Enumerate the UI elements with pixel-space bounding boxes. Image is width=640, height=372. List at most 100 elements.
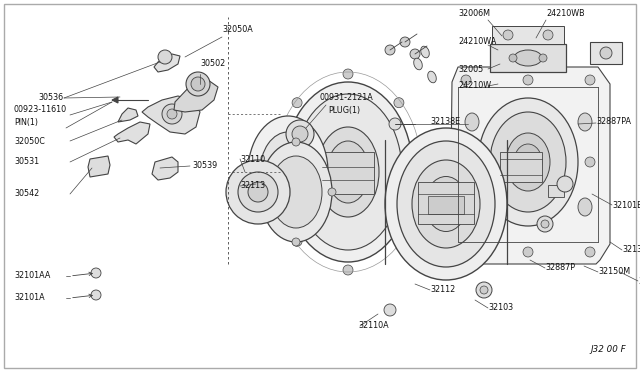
Text: 32005: 32005	[458, 64, 483, 74]
Circle shape	[226, 160, 290, 224]
Bar	[490, 44, 566, 72]
Text: 24210WB: 24210WB	[546, 10, 584, 19]
Text: 32050C: 32050C	[14, 137, 45, 145]
Text: 32887P: 32887P	[545, 263, 575, 273]
Bar	[418, 182, 474, 224]
Ellipse shape	[248, 116, 328, 228]
Text: 32101A: 32101A	[14, 294, 45, 302]
Text: 24210WA: 24210WA	[458, 38, 496, 46]
Polygon shape	[118, 108, 138, 122]
Circle shape	[292, 236, 302, 246]
Circle shape	[480, 286, 488, 294]
Text: J32 00 F: J32 00 F	[590, 346, 626, 355]
Circle shape	[394, 98, 404, 108]
Polygon shape	[112, 97, 118, 103]
Polygon shape	[114, 122, 150, 144]
Circle shape	[292, 238, 300, 246]
Circle shape	[271, 167, 281, 177]
Ellipse shape	[260, 142, 332, 242]
Text: 32150M: 32150M	[598, 267, 630, 276]
Text: 32138E: 32138E	[430, 118, 460, 126]
Polygon shape	[88, 156, 110, 177]
Text: 00923-11610: 00923-11610	[14, 106, 67, 115]
Circle shape	[385, 45, 395, 55]
Ellipse shape	[514, 144, 542, 180]
Ellipse shape	[420, 46, 429, 58]
Circle shape	[343, 265, 353, 275]
Circle shape	[585, 157, 595, 167]
Bar	[548, 185, 564, 197]
Text: 32101AA: 32101AA	[14, 272, 51, 280]
Circle shape	[539, 54, 547, 62]
Ellipse shape	[578, 113, 592, 131]
Circle shape	[292, 98, 302, 108]
Circle shape	[503, 30, 513, 40]
Circle shape	[343, 69, 353, 79]
Circle shape	[256, 188, 264, 196]
Ellipse shape	[506, 133, 550, 191]
Ellipse shape	[490, 112, 566, 212]
Circle shape	[415, 167, 425, 177]
Bar	[500, 152, 542, 182]
Ellipse shape	[385, 128, 507, 280]
Text: 30542: 30542	[14, 189, 39, 199]
Text: 30536: 30536	[39, 93, 64, 103]
Circle shape	[394, 236, 404, 246]
Ellipse shape	[294, 94, 402, 250]
Text: 32138: 32138	[622, 246, 640, 254]
Circle shape	[476, 282, 492, 298]
Circle shape	[286, 120, 314, 148]
Circle shape	[523, 247, 533, 257]
Text: 32100: 32100	[638, 276, 640, 285]
Text: 32101E: 32101E	[612, 201, 640, 209]
Circle shape	[292, 126, 308, 142]
Circle shape	[186, 72, 210, 96]
Text: 32006M: 32006M	[458, 10, 490, 19]
Text: PIN(1): PIN(1)	[14, 118, 38, 126]
Circle shape	[400, 37, 410, 47]
Ellipse shape	[317, 127, 379, 217]
Ellipse shape	[337, 156, 359, 188]
Circle shape	[461, 157, 471, 167]
Circle shape	[543, 30, 553, 40]
Text: 32887PA: 32887PA	[596, 118, 631, 126]
Ellipse shape	[465, 113, 479, 131]
Text: 32110: 32110	[240, 154, 265, 164]
Circle shape	[167, 109, 177, 119]
Circle shape	[523, 75, 533, 85]
Ellipse shape	[435, 190, 457, 218]
Circle shape	[158, 50, 172, 64]
Bar	[492, 26, 564, 44]
Circle shape	[585, 75, 595, 85]
Ellipse shape	[578, 198, 592, 216]
Circle shape	[248, 182, 268, 202]
Ellipse shape	[425, 176, 467, 231]
Circle shape	[600, 47, 612, 59]
Polygon shape	[154, 54, 180, 72]
Ellipse shape	[397, 141, 495, 267]
Ellipse shape	[412, 160, 480, 248]
Ellipse shape	[260, 132, 316, 212]
Ellipse shape	[283, 82, 413, 262]
Text: 32112: 32112	[430, 285, 455, 295]
Circle shape	[557, 176, 573, 192]
Polygon shape	[142, 96, 200, 134]
Bar	[590, 42, 622, 64]
Text: PLUG(1): PLUG(1)	[328, 106, 360, 115]
Circle shape	[292, 138, 300, 146]
Circle shape	[191, 77, 205, 91]
Circle shape	[461, 75, 471, 85]
Circle shape	[384, 304, 396, 316]
Circle shape	[328, 188, 336, 196]
Circle shape	[410, 49, 420, 59]
Circle shape	[162, 104, 182, 124]
Bar	[322, 152, 374, 194]
Text: 32050A: 32050A	[222, 26, 253, 35]
Circle shape	[585, 247, 595, 257]
Circle shape	[461, 247, 471, 257]
Ellipse shape	[327, 141, 369, 203]
Circle shape	[389, 118, 401, 130]
Ellipse shape	[428, 71, 436, 83]
Text: 00931-2121A: 00931-2121A	[320, 93, 374, 103]
Circle shape	[238, 172, 278, 212]
